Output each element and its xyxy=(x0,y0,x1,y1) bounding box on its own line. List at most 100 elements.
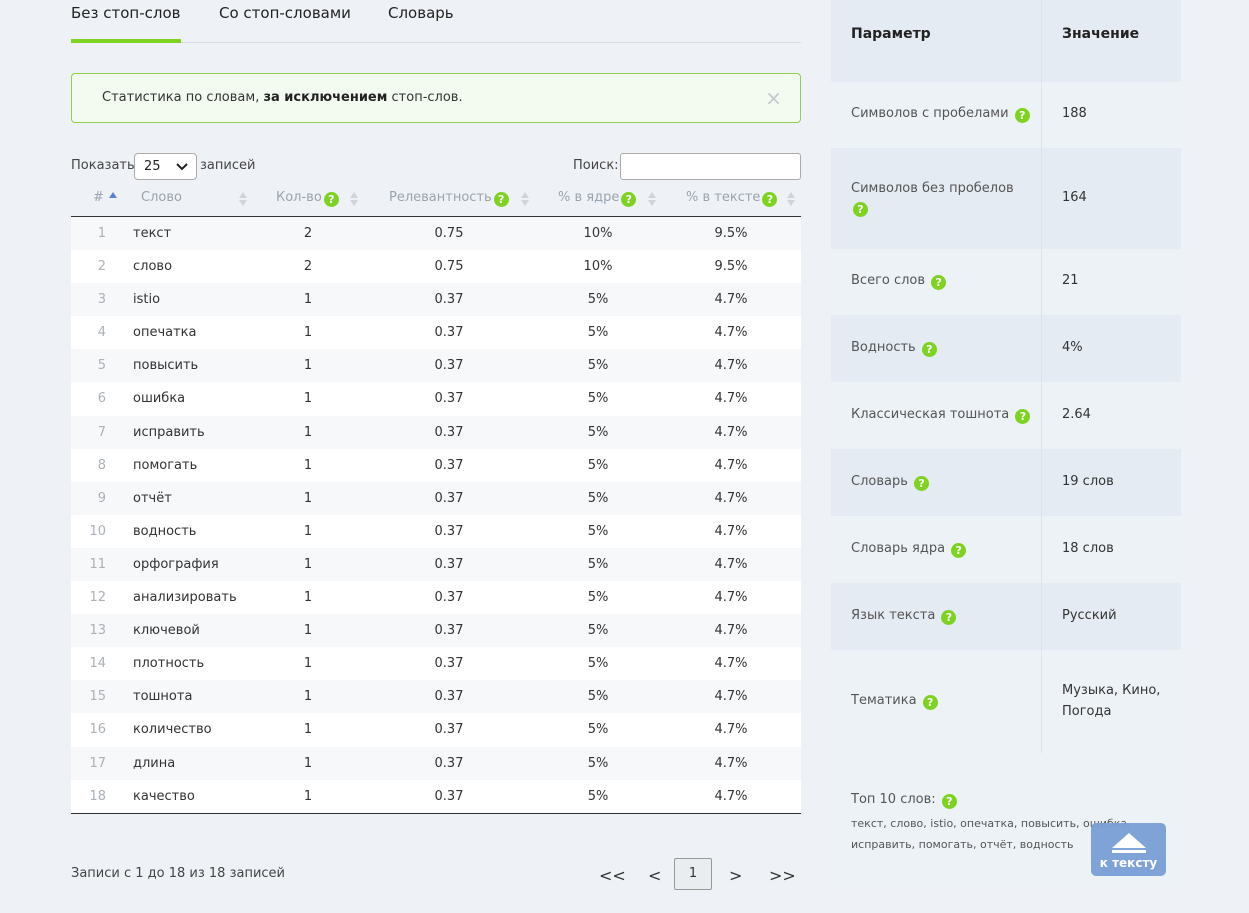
row-count: 1 xyxy=(303,689,313,705)
column-divider xyxy=(1041,516,1042,583)
table-row: 13 ключевой 1 0.37 5% 4.7% xyxy=(71,614,801,648)
help-icon[interactable]: ? xyxy=(951,542,967,558)
col-core[interactable]: % в ядре? xyxy=(558,190,637,207)
help-icon[interactable]: ? xyxy=(914,475,930,491)
top10: Топ 10 слов: ? текст, слово, istio, опеч… xyxy=(851,792,1171,855)
row-text-percent: 4.7% xyxy=(714,722,748,738)
table-header: # Слово Кол-во? Релевантность? % в ядре?… xyxy=(71,184,801,217)
help-icon[interactable]: ? xyxy=(1015,408,1031,424)
row-relevance: 0.37 xyxy=(434,689,464,705)
help-icon[interactable]: ? xyxy=(941,609,957,625)
row-count: 1 xyxy=(303,292,313,308)
stats-header: Параметр Значение xyxy=(831,0,1181,82)
sort-icon xyxy=(787,192,795,206)
row-text-percent: 4.7% xyxy=(714,391,748,407)
row-index: 15 xyxy=(89,689,106,705)
row-count: 1 xyxy=(303,788,313,804)
records-info: Записи с 1 до 18 из 18 записей xyxy=(71,866,285,881)
col-text[interactable]: % в тексте? xyxy=(686,190,778,207)
stats-row: Символов с пробелами ? 188 xyxy=(831,82,1181,148)
help-icon[interactable]: ? xyxy=(493,192,509,207)
row-relevance: 0.37 xyxy=(434,656,464,672)
stats-label-text: Водность xyxy=(851,339,916,355)
stats-value: 2.64 xyxy=(1062,406,1091,422)
last-page-button[interactable]: >> xyxy=(769,866,796,885)
row-relevance: 0.37 xyxy=(434,722,464,738)
next-page-button[interactable]: > xyxy=(729,866,743,885)
row-core-percent: 5% xyxy=(587,689,609,705)
current-page-button[interactable]: 1 xyxy=(674,858,712,890)
row-core-percent: 5% xyxy=(587,656,609,672)
row-text-percent: 4.7% xyxy=(714,623,748,639)
close-icon[interactable]: × xyxy=(765,86,782,110)
help-icon[interactable]: ? xyxy=(1014,108,1030,123)
row-word: istio xyxy=(133,292,161,308)
row-core-percent: 5% xyxy=(587,755,609,771)
row-index: 5 xyxy=(97,358,106,374)
row-relevance: 0.37 xyxy=(434,755,464,771)
help-icon[interactable]: ? xyxy=(931,275,947,290)
row-relevance: 0.75 xyxy=(434,226,464,241)
row-text-percent: 4.7% xyxy=(714,523,748,539)
help-icon[interactable]: ? xyxy=(853,202,868,217)
row-count: 1 xyxy=(303,490,313,506)
stats-label-text: Тематика xyxy=(851,692,917,708)
row-text-percent: 4.7% xyxy=(714,689,748,705)
help-icon[interactable]: ? xyxy=(323,192,339,207)
row-relevance: 0.37 xyxy=(434,292,464,308)
row-text-percent: 4.7% xyxy=(714,424,748,440)
row-index: 4 xyxy=(97,325,106,341)
col-word[interactable]: Слово xyxy=(141,190,182,205)
col-count-label: Кол-во xyxy=(276,190,322,205)
show-label: Показать xyxy=(71,158,135,173)
row-index: 2 xyxy=(97,259,106,275)
stats-label: Символов с пробелами ? xyxy=(851,106,1030,123)
stats-label: Язык текста ? xyxy=(851,608,957,625)
row-word: повысить xyxy=(133,358,199,374)
top10-list: текст, слово, istio, опечатка, повысить,… xyxy=(851,817,1131,851)
help-icon[interactable]: ? xyxy=(762,192,778,207)
page-size-select[interactable]: 25 xyxy=(134,153,197,180)
stats-panel: Параметр Значение Символов с пробелами ?… xyxy=(831,0,1181,891)
stats-value: 21 xyxy=(1062,273,1079,288)
table-row: 16 количество 1 0.37 5% 4.7% xyxy=(71,713,801,747)
help-icon[interactable]: ? xyxy=(621,192,637,207)
stats-label: Всего слов ? xyxy=(851,273,947,290)
prev-page-button[interactable]: < xyxy=(648,866,662,885)
back-to-text-button[interactable]: к тексту xyxy=(1091,823,1166,876)
row-text-percent: 9.5% xyxy=(714,226,748,241)
sort-icon xyxy=(648,192,656,206)
page-size-value: 25 xyxy=(144,159,161,174)
col-relevance[interactable]: Релевантность? xyxy=(389,190,509,207)
top10-title: Топ 10 слов: ? xyxy=(851,792,1171,809)
column-divider xyxy=(1041,449,1042,516)
stats-label: Классическая тошнота ? xyxy=(851,407,1031,424)
stats-label: Словарь ? xyxy=(851,474,930,491)
col-idx[interactable]: # xyxy=(93,190,104,205)
row-core-percent: 5% xyxy=(587,556,609,572)
tab-with-stopwords[interactable]: Со стоп-словами xyxy=(219,4,351,22)
row-core-percent: 10% xyxy=(583,226,613,241)
stats-value: Русский xyxy=(1062,607,1117,623)
row-core-percent: 5% xyxy=(587,457,609,473)
search-input[interactable] xyxy=(620,153,801,180)
row-relevance: 0.37 xyxy=(434,556,464,572)
row-word: анализировать xyxy=(133,590,237,606)
tab-dictionary[interactable]: Словарь xyxy=(388,4,454,22)
stats-value: 19 слов xyxy=(1062,473,1114,489)
help-icon[interactable]: ? xyxy=(922,694,938,710)
stats-row: Классическая тошнота ? 2.64 xyxy=(831,382,1181,449)
tab-label: Со стоп-словами xyxy=(219,4,351,22)
row-core-percent: 5% xyxy=(587,490,609,506)
col-count[interactable]: Кол-во? xyxy=(276,190,339,207)
column-divider xyxy=(1041,249,1042,315)
row-relevance: 0.37 xyxy=(434,523,464,539)
row-count: 1 xyxy=(303,623,313,639)
row-text-percent: 4.7% xyxy=(714,590,748,606)
help-icon[interactable]: ? xyxy=(921,341,937,357)
arrow-up-icon xyxy=(1112,833,1146,848)
column-divider xyxy=(1041,315,1042,382)
tab-without-stopwords[interactable]: Без стоп-слов xyxy=(71,4,181,43)
help-icon[interactable]: ? xyxy=(941,794,957,809)
first-page-button[interactable]: << xyxy=(599,866,626,885)
